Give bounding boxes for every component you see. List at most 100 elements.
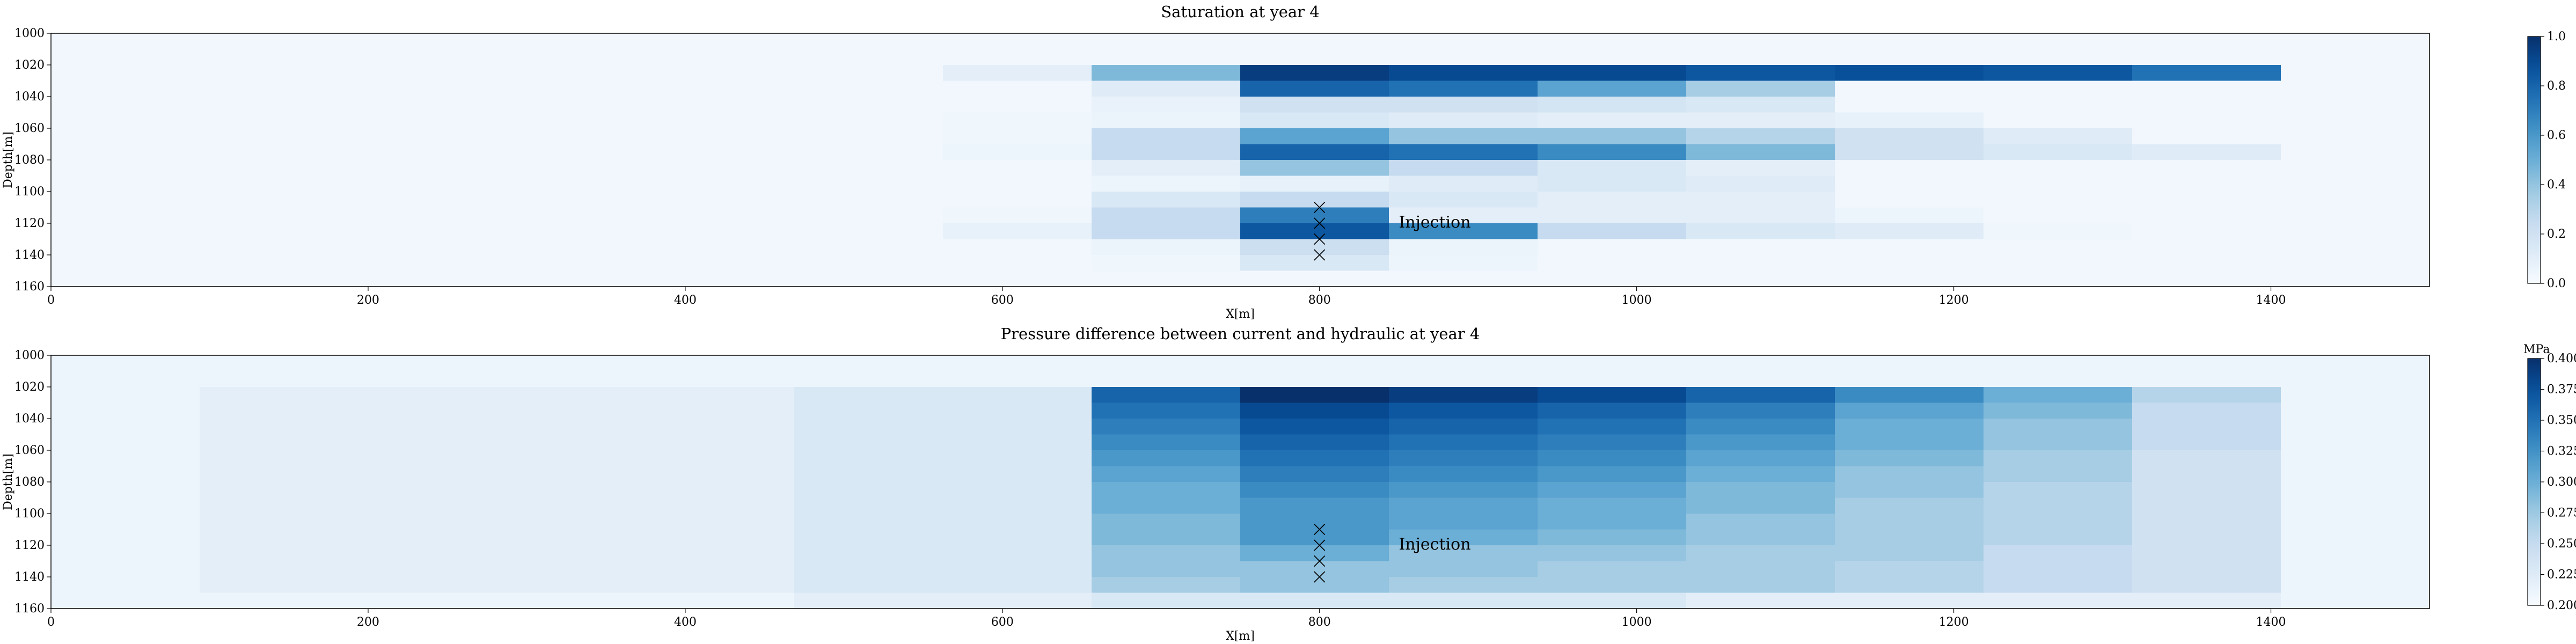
colorbar-gradient bbox=[2527, 358, 2541, 606]
heatmap-cell bbox=[200, 97, 349, 113]
heatmap-cell bbox=[200, 419, 349, 435]
heatmap-cell bbox=[1686, 514, 1835, 530]
heatmap-cell bbox=[1240, 371, 1389, 387]
heatmap-cell bbox=[1686, 482, 1835, 499]
heatmap-cell bbox=[943, 545, 1092, 562]
heatmap-cell bbox=[794, 33, 943, 50]
heatmap-cell bbox=[794, 192, 943, 208]
heatmap-cell bbox=[1538, 561, 1687, 577]
heatmap-cell bbox=[1686, 144, 1835, 160]
heatmap-cell bbox=[1240, 434, 1389, 451]
heatmap-cell bbox=[646, 65, 795, 82]
heatmap-cell bbox=[1092, 144, 1241, 160]
heatmap-cell bbox=[1389, 33, 1538, 50]
heatmap-cell bbox=[2281, 402, 2430, 419]
heatmap-cell bbox=[2281, 450, 2430, 467]
heatmap-cell bbox=[794, 160, 943, 177]
heatmap-cell bbox=[2132, 450, 2281, 467]
heatmap-cell bbox=[497, 49, 646, 65]
heatmap-cell bbox=[348, 371, 497, 387]
heatmap-cell bbox=[497, 514, 646, 530]
heatmap-cell bbox=[1092, 175, 1241, 192]
heatmap-cell bbox=[2132, 239, 2281, 255]
heatmap-cell bbox=[1240, 419, 1389, 435]
heatmap-cell bbox=[1984, 402, 2133, 419]
heatmap-cell bbox=[1389, 65, 1538, 82]
heatmap-cell bbox=[2132, 49, 2281, 65]
heatmap-cell bbox=[348, 434, 497, 451]
heatmap-cell bbox=[2132, 144, 2281, 160]
heatmap-cell bbox=[1538, 482, 1687, 499]
heatmap-cell bbox=[348, 387, 497, 404]
heatmap-cell bbox=[2281, 223, 2430, 240]
heatmap-cell bbox=[794, 207, 943, 224]
heatmap-cell bbox=[348, 450, 497, 467]
heatmap-cell bbox=[51, 80, 200, 97]
heatmap-cell bbox=[1835, 529, 1984, 546]
colorbar-tick-label: 0.4 bbox=[2547, 178, 2566, 192]
heatmap-cell bbox=[794, 65, 943, 82]
heatmap-cell bbox=[1538, 160, 1687, 177]
heatmap-cell bbox=[1240, 450, 1389, 467]
heatmap-cell bbox=[2281, 160, 2430, 177]
heatmap-cell bbox=[1835, 270, 1984, 287]
heatmap-cell bbox=[1835, 255, 1984, 272]
heatmap-cell bbox=[1092, 419, 1241, 435]
x-tick-label: 1000 bbox=[1622, 616, 1652, 629]
heatmap-cell bbox=[1984, 33, 2133, 50]
heatmap-cell bbox=[200, 207, 349, 224]
heatmap-cell bbox=[1538, 33, 1687, 50]
heatmap-cell bbox=[51, 128, 200, 145]
x-tick-label: 1200 bbox=[1939, 616, 1969, 629]
y-tick-label: 1120 bbox=[14, 217, 45, 230]
heatmap-cells bbox=[51, 355, 2430, 609]
heatmap-cell bbox=[51, 577, 200, 594]
injection-marker bbox=[1314, 539, 1326, 551]
heatmap-cell bbox=[794, 497, 943, 514]
heatmap-cell bbox=[1538, 175, 1687, 192]
heatmap-cell bbox=[2281, 144, 2430, 160]
heatmap-cell bbox=[794, 529, 943, 546]
chart-panel-1: 0 200 400 600 800 1000 1200 1400 1000 1020 1040 106… bbox=[2, 325, 2576, 643]
heatmap-cell bbox=[1686, 434, 1835, 451]
heatmap-cell bbox=[943, 255, 1092, 272]
heatmap-cell bbox=[2132, 270, 2281, 287]
heatmap-cell bbox=[1984, 223, 2133, 240]
heatmap-cell bbox=[348, 112, 497, 129]
heatmap-cell bbox=[646, 387, 795, 404]
heatmap-cell bbox=[1389, 97, 1538, 113]
heatmap-cell bbox=[1240, 33, 1389, 50]
heatmap-cell bbox=[2132, 355, 2281, 372]
heatmap-cell bbox=[1092, 97, 1241, 113]
heatmap-cell bbox=[1835, 144, 1984, 160]
heatmap-cell bbox=[1092, 371, 1241, 387]
heatmap-cell bbox=[497, 387, 646, 404]
heatmap-cell bbox=[200, 434, 349, 451]
heatmap-cell bbox=[646, 80, 795, 97]
heatmap-cell bbox=[1835, 482, 1984, 499]
heatmap-cell bbox=[51, 49, 200, 65]
heatmap-cell bbox=[348, 49, 497, 65]
heatmap-cell bbox=[2132, 207, 2281, 224]
heatmap-cell bbox=[1092, 514, 1241, 530]
heatmap-cell bbox=[1984, 97, 2133, 113]
heatmap-cell bbox=[348, 33, 497, 50]
heatmap-cell bbox=[1686, 577, 1835, 594]
heatmap-cell bbox=[1389, 175, 1538, 192]
heatmap-cell bbox=[1984, 175, 2133, 192]
heatmap-cell bbox=[1984, 255, 2133, 272]
x-tick-label: 1200 bbox=[1939, 294, 1969, 307]
heatmap-cell bbox=[943, 192, 1092, 208]
heatmap-cell bbox=[1092, 223, 1241, 240]
heatmap-cell bbox=[348, 239, 497, 255]
y-tick-label: 1100 bbox=[14, 185, 45, 199]
heatmap-cell bbox=[2281, 270, 2430, 287]
injection-marker bbox=[1314, 201, 1326, 214]
heatmap-cell bbox=[1240, 577, 1389, 594]
heatmap-cell bbox=[200, 128, 349, 145]
heatmap-cell bbox=[1389, 419, 1538, 435]
heatmap-cell bbox=[1686, 207, 1835, 224]
heatmap-cell bbox=[1389, 80, 1538, 97]
heatmap-cell bbox=[1092, 239, 1241, 255]
heatmap-cell bbox=[497, 175, 646, 192]
